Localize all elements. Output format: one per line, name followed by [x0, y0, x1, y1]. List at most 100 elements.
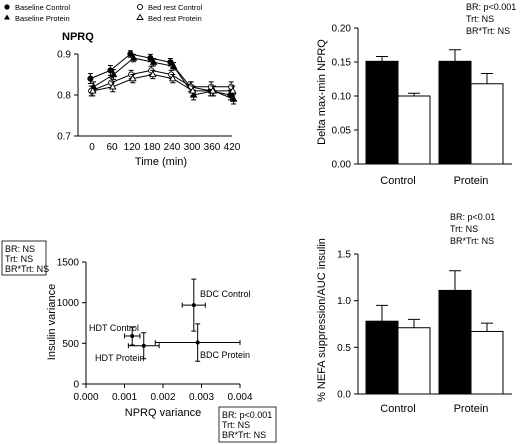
nprq-x-tick-label: 420: [224, 142, 241, 153]
nefa-stat-br: BR: p<0.01: [450, 212, 495, 222]
nefa-bar-protein-1: [470, 330, 504, 395]
nefa-stats: BR: p<0.01 Trt: NS BR*Trt: NS: [450, 212, 495, 246]
nefa-x-tick-label-control: Control: [380, 403, 415, 415]
delta-nprq-error-bar-control-0: [376, 56, 388, 62]
delta-nprq-bars-group: [365, 49, 504, 165]
scatter-y-axis-label: Insulin variance: [46, 284, 58, 360]
nefa-bars-group: [365, 270, 504, 395]
data-point-bed-rest-protein: [169, 74, 177, 82]
delta-nprq-stat-br: BR: p<0.001: [466, 2, 516, 12]
nprq-x-ticks: 0 60 120 180 240 300 360 420: [89, 142, 241, 153]
delta-nprq-error-bar-control-1: [408, 92, 420, 96]
delta-nprq-stats: BR: p<0.001 Trt: NS BR*Trt: NS: [466, 2, 516, 36]
delta-nprq-bar-chart: BR: p<0.001 Trt: NS BR*Trt: NS Delta max…: [316, 2, 516, 187]
nefa-bar-protein-0: [438, 289, 472, 395]
legend-label-bedrest-control: Bed rest Control: [148, 3, 203, 12]
scatter-x-ticks: 0.000 0.001 0.002 0.003 0.004: [73, 384, 253, 403]
scatter-y-ticks: 0 500 1000 1500: [57, 258, 86, 391]
nefa-y-ticks: 0.0 0.5 1.0 1.5: [337, 250, 358, 401]
scatter-x-tick-label: 0.002: [150, 392, 175, 403]
nefa-stat-interaction: BR*Trt: NS: [450, 236, 494, 246]
delta-nprq-bar-control-1: [397, 95, 431, 165]
nefa-y-tick-label: 1.0: [337, 296, 351, 307]
delta-nprq-error-bar-protein-1: [481, 73, 493, 84]
point-label-bdc-control: BDC Control: [200, 289, 251, 299]
nprq-y-tick-label: 0.8: [57, 91, 71, 102]
scatter-x-axis-label: NPRQ variance: [125, 407, 201, 419]
nprq-x-tick-label: 60: [106, 142, 118, 153]
insulin-stat-trt: Trt: NS: [5, 254, 33, 264]
insulin-stat-interaction: BR*Trt: NS: [5, 264, 49, 274]
nefa-error-bar-control-1: [408, 318, 420, 328]
series-line-baseline-control: [90, 53, 231, 96]
nprq-variance-stats-box: BR: p<0.001 Trt: NS BR*Trt: NS: [218, 406, 277, 443]
delta-nprq-y-axis-label: Delta max-min NPRQ: [316, 39, 328, 145]
series-line-bed-rest-protein: [92, 73, 233, 92]
scatter-points-group: [124, 278, 241, 362]
nefa-stat-trt: Trt: NS: [450, 224, 478, 234]
data-point-bed-rest-protein: [129, 74, 137, 82]
legend-marker-baseline-control: [4, 4, 10, 10]
nprq-x-axis-label: Time (min): [135, 156, 187, 168]
scatter-point-bdc-protein: [195, 340, 200, 345]
nprq-chart-title: NPRQ: [62, 31, 94, 43]
data-point-bed-rest-protein: [109, 82, 117, 90]
scatter-y-tick-label: 0: [73, 380, 79, 391]
insulin-stats-box: BR: NS Trt: NS BR*Trt: NS: [1, 240, 49, 276]
legend-label-baseline-control: Baseline Control: [15, 3, 70, 12]
nprq-x-tick-label: 300: [184, 142, 201, 153]
variance-scatter-chart: BR: NS Trt: NS BR*Trt: NS Insulin varian…: [1, 240, 277, 443]
data-point-bed-rest-protein: [149, 70, 157, 78]
delta-nprq-bar-protein-0: [438, 60, 472, 165]
point-label-hdt-control: HDT Control: [89, 323, 139, 333]
delta-nprq-x-tick-label-control: Control: [380, 175, 415, 187]
legend-marker-baseline-protein: [4, 14, 10, 20]
scatter-x-tick-label: 0.003: [189, 392, 214, 403]
nefa-bar-control-1: [397, 327, 431, 395]
scatter-x-tick-label: 0.001: [112, 392, 137, 403]
delta-nprq-stat-interaction: BR*Trt: NS: [466, 26, 510, 36]
nefa-error-bar-protein-0: [449, 270, 461, 291]
nprq-variance-stat-interaction: BR*Trt: NS: [222, 430, 266, 440]
nefa-y-tick-label: 0.0: [337, 390, 351, 401]
nefa-bar-control-0: [365, 320, 399, 395]
data-point-baseline-protein: [109, 70, 118, 78]
data-point-baseline-protein: [229, 94, 238, 102]
legend-label-bedrest-protein: Bed rest Protein: [148, 14, 202, 23]
nefa-x-tick-label-protein: Protein: [454, 403, 489, 415]
delta-nprq-y-tick-label: 0.20: [332, 24, 352, 35]
delta-nprq-bar-protein-1: [470, 83, 504, 165]
delta-nprq-y-tick-label: 0.05: [332, 126, 352, 137]
nprq-legend: Baseline Control Baseline Protein Bed re…: [4, 3, 203, 23]
scatter-point-hdt-protein: [141, 343, 146, 348]
scatter-point-bdc-control: [191, 303, 196, 308]
nprq-y-tick-label: 0.9: [57, 50, 71, 61]
data-point-bed-rest-protein: [209, 86, 217, 94]
data-point-baseline-protein: [149, 58, 158, 65]
legend-marker-bedrest-protein: [136, 13, 144, 20]
legend-marker-bedrest-control: [136, 3, 144, 11]
scatter-point-labels: BDC Control BDC Protein HDT Control HDT …: [89, 289, 251, 363]
nprq-x-tick-label: 120: [124, 142, 141, 153]
nprq-x-tick-label: 180: [144, 142, 161, 153]
delta-nprq-bar-control-0: [365, 60, 399, 165]
delta-nprq-error-bar-protein-0: [449, 49, 461, 62]
scatter-y-tick-label: 1000: [57, 298, 80, 309]
data-point-baseline-control: [107, 67, 114, 74]
point-label-bdc-protein: BDC Protein: [200, 350, 250, 360]
nprq-x-tick-label: 0: [89, 142, 95, 153]
nefa-bar-chart: BR: p<0.01 Trt: NS BR*Trt: NS % NEFA sup…: [316, 212, 512, 415]
delta-nprq-stat-trt: Trt: NS: [466, 14, 494, 24]
delta-nprq-y-tick-label: 0.10: [332, 92, 352, 103]
scatter-x-tick-label: 0.000: [73, 392, 98, 403]
point-label-hdt-protein: HDT Protein: [95, 353, 144, 363]
nprq-x-tick-label: 360: [204, 142, 221, 153]
scatter-y-tick-label: 1500: [57, 258, 80, 269]
nprq-y-ticks: 0.7 0.8 0.9: [57, 50, 78, 143]
delta-nprq-x-tick-label-protein: Protein: [454, 175, 489, 187]
data-point-baseline-protein: [129, 53, 138, 61]
scatter-point-hdt-control: [130, 334, 135, 339]
data-point-baseline-control: [87, 75, 94, 82]
insulin-stat-br: BR: NS: [5, 244, 35, 254]
